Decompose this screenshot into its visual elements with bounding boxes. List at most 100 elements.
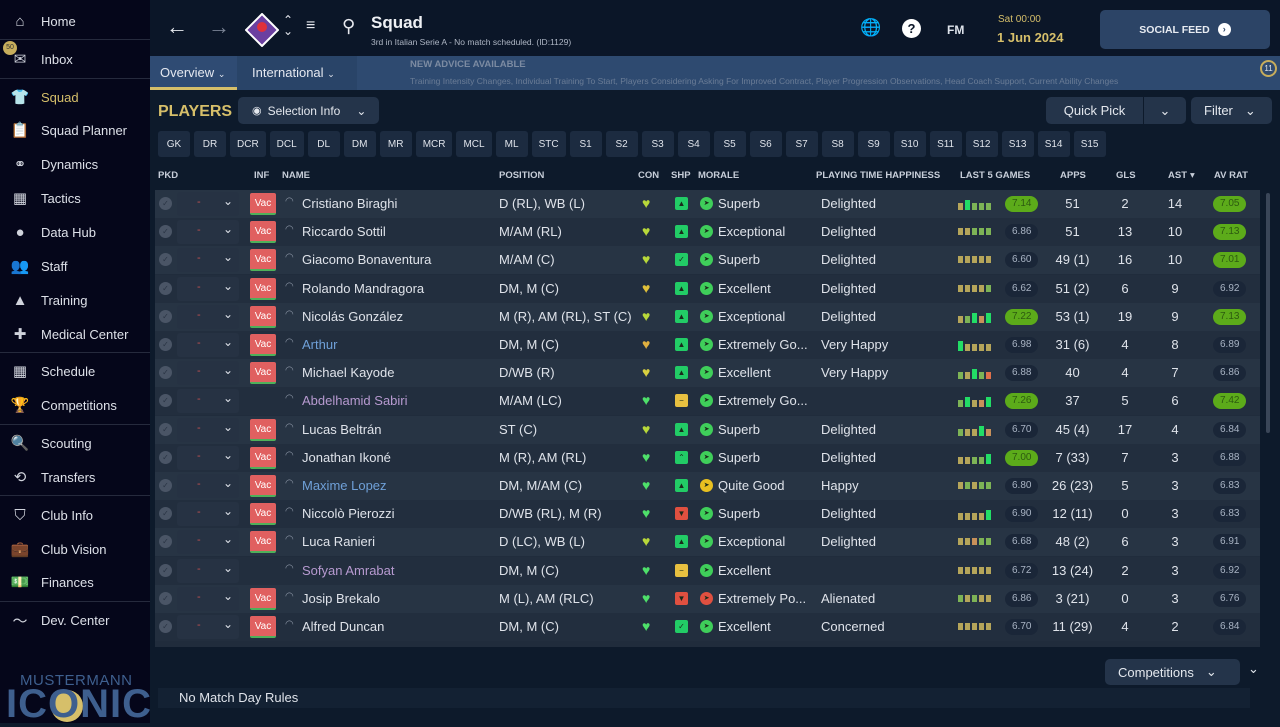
player-name[interactable]: Sofyan Amrabat (302, 562, 395, 578)
table-row[interactable]: ✓ - ⌄ ◠ Sofyan Amrabat DM, M (C) ♥ − ➤ Excellent 6… (155, 556, 1260, 585)
col-position[interactable]: POSITION (499, 170, 545, 181)
sidebar-item-inbox[interactable]: ✉ Inbox (0, 43, 150, 75)
help-icon[interactable]: ? (902, 19, 921, 38)
picked-check-icon[interactable]: ✓ (159, 507, 172, 521)
player-name[interactable]: Nicolás González (302, 308, 404, 324)
picked-check-icon[interactable]: ✓ (159, 309, 172, 323)
table-row[interactable]: ✓ - ⌄ Vac ◠ Josip Brekalo M (L), AM (RLC) ♥ ▼ ➤ Ex… (155, 584, 1260, 613)
picked-check-icon[interactable]: ✓ (159, 535, 172, 549)
tab-international[interactable]: International ⌄ (252, 56, 335, 90)
sidebar-item-scouting[interactable]: 🔍 Scouting (0, 427, 150, 459)
table-row[interactable]: ✓ - ⌄ Vac ◠ Niccolò Pierozzi D/WB (RL), M (R) ♥… (155, 500, 1260, 529)
col-shp[interactable]: SHP (671, 170, 691, 181)
picked-check-icon[interactable]: ✓ (159, 450, 172, 464)
position-tab[interactable]: MR (379, 131, 412, 157)
selection-info-dropdown[interactable]: ◉ Selection Info ⌄ (238, 97, 379, 124)
position-tab[interactable]: STC (531, 131, 566, 157)
col-gls[interactable]: GLS (1116, 170, 1136, 181)
col-pkd[interactable]: PKD (158, 170, 179, 181)
sidebar-item-medical-center[interactable]: ✚ Medical Center (0, 318, 150, 350)
position-tab[interactable]: MCR (415, 131, 453, 157)
player-name[interactable]: Rolando Mandragora (302, 280, 425, 296)
current-date[interactable]: 1 Jun 2024 (997, 30, 1064, 45)
position-tab[interactable]: S13 (1001, 131, 1034, 157)
pkd-dropdown[interactable]: - ⌄ (177, 333, 239, 357)
player-name[interactable]: Giacomo Bonaventura (302, 252, 432, 268)
sidebar-item-data-hub[interactable]: ● Data Hub (0, 216, 150, 248)
position-tab[interactable]: S2 (605, 131, 638, 157)
pkd-dropdown[interactable]: - ⌄ (177, 361, 239, 386)
player-name[interactable]: Cristiano Biraghi (302, 196, 398, 211)
table-row[interactable]: ✓ - ⌄ Vac ◠ Cristiano Biraghi D (RL), WB (L) ♥ ▲… (155, 190, 1260, 218)
sidebar-item-club-vision[interactable]: 💼 Club Vision (0, 533, 150, 565)
match-day-rules[interactable]: No Match Day Rules (158, 688, 1250, 708)
quick-pick-button[interactable]: Quick Pick (1046, 97, 1143, 124)
pkd-dropdown[interactable]: - ⌄ (177, 502, 239, 527)
table-row[interactable]: ✓ - ⌄ Vac ◠ Maxime Lopez DM, M/AM (C) ♥ ▲ ➤ Quite … (155, 472, 1260, 500)
forward-arrow-icon[interactable]: → (208, 14, 230, 39)
picked-check-icon[interactable]: ✓ (159, 479, 172, 492)
table-row[interactable]: ✓ - ⌄ Vac ◠ Lucas Beltrán ST (C) ♥ ▲ ➤ Superb Delig… (155, 415, 1260, 444)
col-name[interactable]: NAME (282, 170, 310, 181)
position-tab[interactable]: GK (158, 131, 190, 157)
table-row[interactable]: ✓ - ⌄ Vac ◠ Michael Kayode D/WB (R) ♥ ▲ ➤ Excellen… (155, 359, 1260, 388)
search-icon[interactable]: ⚲ (342, 16, 356, 36)
col-ast[interactable]: AST (1168, 170, 1187, 181)
pkd-dropdown[interactable]: - ⌄ (177, 192, 239, 216)
player-name[interactable]: Abdelhamid Sabiri (302, 393, 408, 409)
back-arrow-icon[interactable]: ← (166, 14, 188, 39)
pkd-dropdown[interactable]: - ⌄ (177, 615, 239, 639)
position-tab[interactable]: DM (343, 131, 376, 157)
player-name[interactable]: Josip Brekalo (302, 590, 381, 606)
table-row[interactable]: ✓ - ⌄ Vac ◠ Giacomo Bonaventura M/AM (C) ♥ ✓ ➤ Sup… (155, 246, 1260, 275)
menu-icon[interactable]: ≡ (306, 17, 316, 34)
pkd-dropdown[interactable]: - ⌄ (177, 276, 239, 301)
position-tab[interactable]: DCR (230, 131, 266, 157)
position-tab[interactable]: S14 (1037, 131, 1070, 157)
picked-check-icon[interactable]: ✓ (159, 281, 172, 295)
position-tab[interactable]: S10 (893, 131, 926, 157)
position-tab[interactable]: S5 (713, 131, 746, 157)
position-tab[interactable]: DCL (269, 131, 304, 157)
position-tab[interactable]: ML (495, 131, 528, 157)
player-name[interactable]: Luca Ranieri (302, 534, 375, 550)
player-name[interactable]: Alfred Duncan (302, 619, 385, 634)
collapse-chevron-icon[interactable]: ⌄ (1248, 661, 1259, 676)
table-row[interactable]: ✓ - ⌄ ◠ Abdelhamid Sabiri M/AM (LC) ♥ − ➤ Extreme… (155, 387, 1260, 416)
club-switch-chevrons-icon[interactable]: ⌃ ⌄ (283, 13, 294, 38)
pkd-dropdown[interactable]: - ⌄ (177, 304, 239, 329)
position-tab[interactable]: S4 (677, 131, 710, 157)
picked-check-icon[interactable]: ✓ (159, 253, 172, 267)
advice-banner[interactable]: NEW ADVICE AVAILABLE Training Intensity … (357, 56, 1280, 90)
player-name[interactable]: Lucas Beltrán (302, 421, 382, 437)
sidebar-item-club-info[interactable]: ⛉ Club Info (0, 499, 150, 531)
position-tab[interactable]: S11 (929, 131, 962, 157)
picked-check-icon[interactable]: ✓ (159, 563, 172, 577)
picked-check-icon[interactable]: ✓ (159, 338, 172, 351)
col-con[interactable]: CON (638, 170, 660, 181)
table-row[interactable]: ✓ - ⌄ Vac ◠ Luca Ranieri D (LC), WB (L) ♥ ▲ ➤ Exce… (155, 528, 1260, 557)
col-playing-time-happiness[interactable]: PLAYING TIME HAPPINESS (816, 170, 941, 181)
position-tab[interactable]: S7 (785, 131, 818, 157)
sort-desc-icon[interactable]: ▾ (1190, 170, 1195, 181)
sidebar-item-finances[interactable]: 💵 Finances (0, 566, 150, 598)
sidebar-item-transfers[interactable]: ⟲ Transfers (0, 461, 150, 493)
player-name[interactable]: Riccardo Sottil (302, 224, 386, 240)
pkd-dropdown[interactable]: - ⌄ (177, 389, 239, 414)
position-tab[interactable]: S3 (641, 131, 674, 157)
picked-check-icon[interactable]: ✓ (159, 225, 172, 239)
picked-check-icon[interactable]: ✓ (159, 591, 172, 605)
club-crest-icon[interactable] (245, 13, 279, 47)
table-row[interactable]: ✓ - ⌄ Vac ◠ Nicolás González M (R), AM (RL), S… (155, 302, 1260, 331)
player-name[interactable]: Jonathan Ikoné (302, 449, 391, 465)
table-row[interactable]: ✓ - ⌄ Vac ◠ Arthur DM, M (C) ♥ ▲ ➤ Extremely Go...… (155, 331, 1260, 359)
sidebar-item-competitions[interactable]: 🏆 Competitions (0, 389, 150, 421)
globe-icon[interactable]: 🌐 (860, 18, 882, 37)
fm-menu-button[interactable]: FM (947, 23, 965, 37)
col-inf[interactable]: INF (254, 170, 270, 181)
table-row[interactable]: ✓ - ⌄ Vac ◠ Jonathan Ikoné M (R), AM (RL) ♥ ⌃ ➤ Su… (155, 443, 1260, 472)
picked-check-icon[interactable]: ✓ (159, 197, 172, 210)
sidebar-item-home[interactable]: ⌂ Home (0, 5, 150, 37)
table-scrollbar[interactable] (1266, 193, 1270, 433)
position-tab[interactable]: S8 (821, 131, 854, 157)
